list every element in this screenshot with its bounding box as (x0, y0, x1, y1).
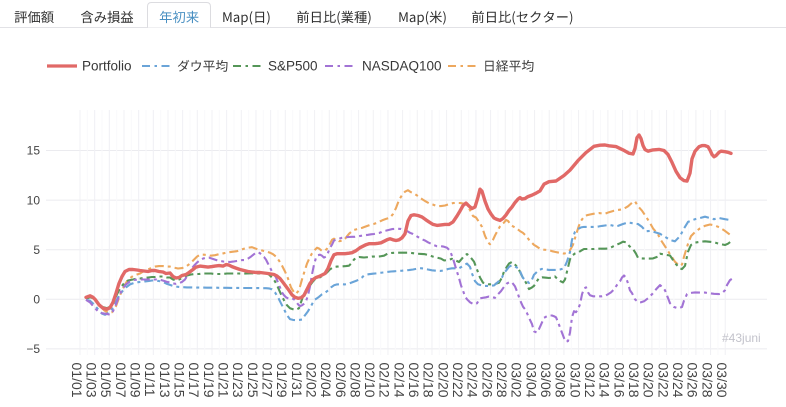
svg-text:03/18: 03/18 (626, 363, 642, 398)
svg-text:02/10: 02/10 (362, 363, 378, 398)
svg-text:#43juni: #43juni (722, 331, 761, 345)
svg-text:03/24: 03/24 (670, 363, 686, 398)
svg-text:03/04: 03/04 (523, 363, 539, 398)
svg-text:03/02: 03/02 (509, 363, 525, 398)
svg-text:01/13: 01/13 (157, 363, 173, 398)
svg-text:02/02: 02/02 (303, 363, 319, 398)
svg-text:01/07: 01/07 (113, 363, 129, 398)
svg-text:02/20: 02/20 (435, 363, 451, 398)
svg-text:03/08: 03/08 (553, 363, 569, 398)
svg-text:02/22: 02/22 (450, 363, 466, 398)
svg-text:01/01: 01/01 (69, 363, 85, 398)
svg-text:01/19: 01/19 (201, 363, 217, 398)
svg-text:02/24: 02/24 (465, 363, 481, 398)
svg-text:01/21: 01/21 (215, 363, 231, 398)
svg-text:02/08: 02/08 (347, 363, 363, 398)
svg-text:10: 10 (27, 193, 41, 207)
svg-text:NASDAQ100: NASDAQ100 (362, 59, 442, 74)
svg-text:02/04: 02/04 (318, 363, 334, 398)
svg-text:15: 15 (27, 144, 41, 158)
svg-text:01/31: 01/31 (289, 363, 305, 398)
svg-text:03/26: 03/26 (685, 363, 701, 398)
svg-text:5: 5 (33, 243, 40, 257)
svg-text:01/25: 01/25 (245, 363, 261, 398)
svg-text:01/09: 01/09 (127, 363, 143, 398)
svg-text:02/12: 02/12 (377, 363, 393, 398)
svg-text:03/14: 03/14 (597, 363, 613, 398)
svg-text:03/12: 03/12 (582, 363, 598, 398)
svg-text:01/17: 01/17 (186, 363, 202, 398)
svg-text:02/16: 02/16 (406, 363, 422, 398)
svg-text:01/11: 01/11 (142, 363, 158, 397)
svg-text:02/14: 02/14 (391, 363, 407, 398)
svg-text:02/28: 02/28 (494, 363, 510, 398)
svg-text:01/29: 01/29 (274, 363, 290, 398)
svg-text:01/05: 01/05 (98, 363, 114, 398)
svg-text:03/06: 03/06 (538, 363, 554, 398)
svg-text:01/23: 01/23 (230, 363, 246, 398)
svg-text:03/22: 03/22 (655, 363, 671, 398)
svg-text:03/20: 03/20 (641, 363, 657, 398)
svg-text:01/15: 01/15 (171, 363, 187, 398)
svg-text:02/26: 02/26 (479, 363, 495, 398)
svg-text:03/28: 03/28 (699, 363, 715, 398)
svg-text:03/10: 03/10 (567, 363, 583, 398)
svg-text:0: 0 (33, 293, 40, 307)
svg-text:Portfolio: Portfolio (82, 59, 132, 74)
svg-text:−5: −5 (26, 342, 40, 356)
svg-text:01/03: 01/03 (83, 363, 99, 398)
svg-text:S&P500: S&P500 (268, 59, 318, 74)
svg-text:03/30: 03/30 (714, 363, 730, 398)
svg-text:02/06: 02/06 (333, 363, 349, 398)
svg-text:01/27: 01/27 (259, 363, 275, 398)
svg-text:03/16: 03/16 (611, 363, 627, 398)
svg-text:02/18: 02/18 (421, 363, 437, 398)
